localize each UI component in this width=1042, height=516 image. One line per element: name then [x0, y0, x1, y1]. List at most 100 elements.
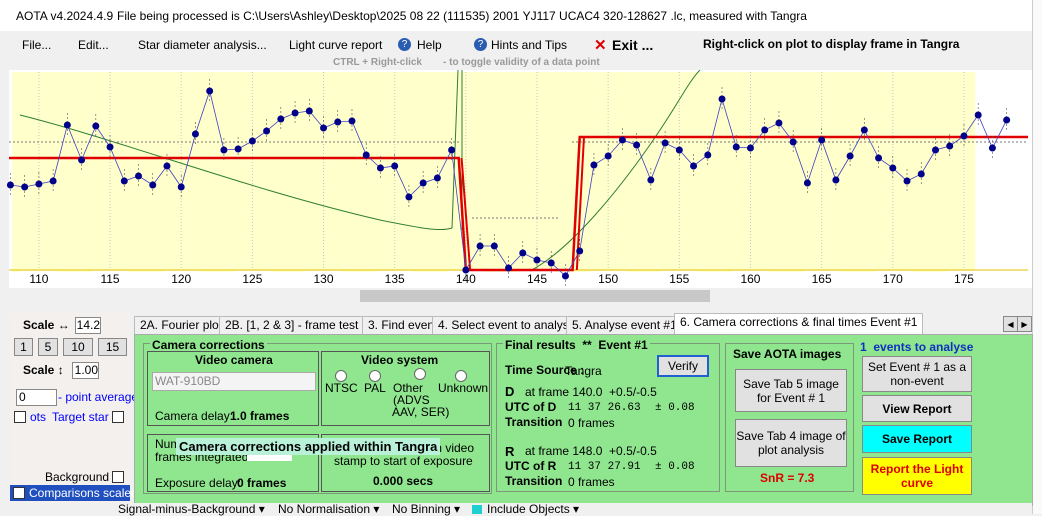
x-tick-label: 165	[812, 272, 832, 286]
camera-delay: 1.0 frames	[230, 409, 290, 423]
data-point	[519, 249, 527, 257]
scale-button[interactable]: 5	[38, 338, 58, 356]
target-label: Target star	[52, 410, 109, 424]
snr: SnR = 7.3	[760, 471, 815, 485]
scale-y-input[interactable]: 1.00	[72, 362, 99, 379]
utc-r-label: UTC of R	[505, 459, 557, 473]
tab[interactable]: 5. Analyse event #1	[566, 316, 683, 334]
comparisons-label: Comparisons scaled	[29, 486, 138, 500]
data-point	[675, 146, 683, 154]
data-point	[946, 142, 954, 150]
system-option[interactable]: PAL	[364, 381, 386, 395]
scale-button[interactable]: 15	[98, 338, 127, 356]
hints-icon: ?	[474, 38, 487, 51]
verify-button[interactable]: Verify	[657, 355, 709, 377]
background-label: Background	[45, 470, 110, 484]
status-item[interactable]: Signal-minus-Background ▾	[118, 502, 265, 516]
data-point	[490, 242, 498, 250]
frames-input[interactable]	[247, 453, 292, 461]
x-tick-label: 150	[598, 272, 618, 286]
status-item[interactable]: No Normalisation ▾	[278, 502, 380, 516]
r-label: R	[505, 444, 515, 459]
x-tick-label: 120	[171, 272, 191, 286]
camera-select[interactable]: WAT-910BD	[152, 372, 316, 391]
save-tab5-button[interactable]: Save Tab 5 image for Event # 1	[735, 369, 847, 412]
camera-group	[143, 343, 492, 494]
app-name: AOTA v4.2024.4.9	[16, 9, 114, 23]
system-option[interactable]: Other	[393, 381, 424, 395]
save-tab4-button[interactable]: Save Tab 4 image of plot analysis	[735, 419, 847, 467]
checkbox[interactable]	[14, 411, 26, 423]
checkbox[interactable]	[112, 411, 124, 423]
axis-band	[945, 271, 982, 287]
data-point	[718, 95, 726, 103]
system-option[interactable]: Unknown	[438, 381, 489, 395]
menu-item[interactable]: Star diameter analysis...	[138, 38, 267, 52]
scale-button[interactable]: 10	[63, 338, 93, 356]
axis-band	[803, 271, 840, 287]
x-tick-label: 130	[314, 272, 334, 286]
utc-r-err: ± 0.08	[655, 461, 695, 473]
checkbox[interactable]	[472, 505, 482, 514]
menu-item[interactable]: Hints and Tips	[491, 38, 568, 52]
tab-scroll[interactable]: ▶	[1017, 316, 1032, 332]
radio[interactable]	[369, 370, 381, 382]
axis-band	[590, 271, 627, 287]
help-icon: ?	[398, 38, 411, 51]
system-option[interactable]: NTSC	[325, 381, 358, 395]
data-point	[618, 136, 626, 144]
tab[interactable]: 3. Find events	[362, 316, 450, 334]
data-point	[590, 161, 598, 169]
data-point	[547, 259, 555, 267]
report-button[interactable]: Report the Light curve	[862, 457, 972, 495]
axis-band	[234, 271, 271, 287]
tooltip: Camera corrections applied within Tangra	[176, 438, 441, 455]
video-system-box	[321, 351, 490, 426]
status-item[interactable]: Include Objects ▾	[487, 502, 580, 516]
x-tick-label: 155	[669, 272, 689, 286]
camera-title: Camera corrections	[150, 338, 267, 352]
data-point	[775, 119, 783, 127]
light-curve-plot[interactable]: 110 115 120 125 130 135 140 145 150 155 160 165 170 1…	[0, 70, 1032, 305]
average-select[interactable]: 0	[16, 389, 57, 406]
menu-item[interactable]: Help	[417, 38, 442, 52]
tab[interactable]: 4. Select event to analyse	[432, 316, 582, 334]
data-point	[732, 143, 740, 151]
average-label: - point average	[58, 390, 139, 404]
data-point	[106, 143, 114, 151]
scrollbar-thumb[interactable]	[360, 290, 710, 302]
radio[interactable]	[335, 370, 347, 382]
scale-button[interactable]: 1	[14, 338, 33, 356]
tab-scroll[interactable]: ◀	[1003, 316, 1018, 332]
data-point	[177, 183, 185, 191]
data-point	[120, 177, 128, 185]
data-point	[263, 127, 271, 135]
data-point	[476, 242, 484, 250]
tab[interactable]: 2B. [1, 2 & 3] - frame test	[219, 316, 365, 334]
data-point	[846, 152, 854, 160]
checkbox[interactable]	[112, 471, 124, 483]
menu-item[interactable]: File...	[22, 38, 52, 52]
view-report-button[interactable]: View Report	[862, 395, 972, 422]
tab-active[interactable]: 6. Camera corrections & final times Even…	[674, 313, 924, 334]
data-point	[818, 136, 826, 144]
toggle-hint-text: - to toggle validity of a data point	[443, 57, 600, 68]
save-report-button[interactable]: Save Report	[862, 425, 972, 453]
data-point	[320, 124, 328, 132]
checkbox[interactable]	[13, 487, 25, 499]
scale-x-input[interactable]: 14.2	[75, 317, 101, 334]
radio[interactable]	[455, 370, 467, 382]
status-item[interactable]: No Binning ▾	[392, 502, 461, 516]
menu-item[interactable]: Edit...	[78, 38, 109, 52]
menu-item[interactable]: Exit ...	[612, 37, 654, 53]
non-event-button[interactable]: Set Event # 1 as a non-event	[862, 356, 972, 392]
data-point	[234, 145, 242, 153]
tab[interactable]: 2A. Fourier plot	[134, 316, 229, 334]
file-name: File being processed is C:\Users\Ashley\…	[117, 9, 807, 23]
menu-item[interactable]: Light curve report	[289, 38, 383, 52]
radio[interactable]	[414, 368, 426, 380]
data-point	[576, 247, 584, 255]
data-point	[505, 264, 513, 272]
time-source-label: Time Source :	[505, 363, 585, 377]
transition-d-label: Transition	[505, 415, 563, 429]
